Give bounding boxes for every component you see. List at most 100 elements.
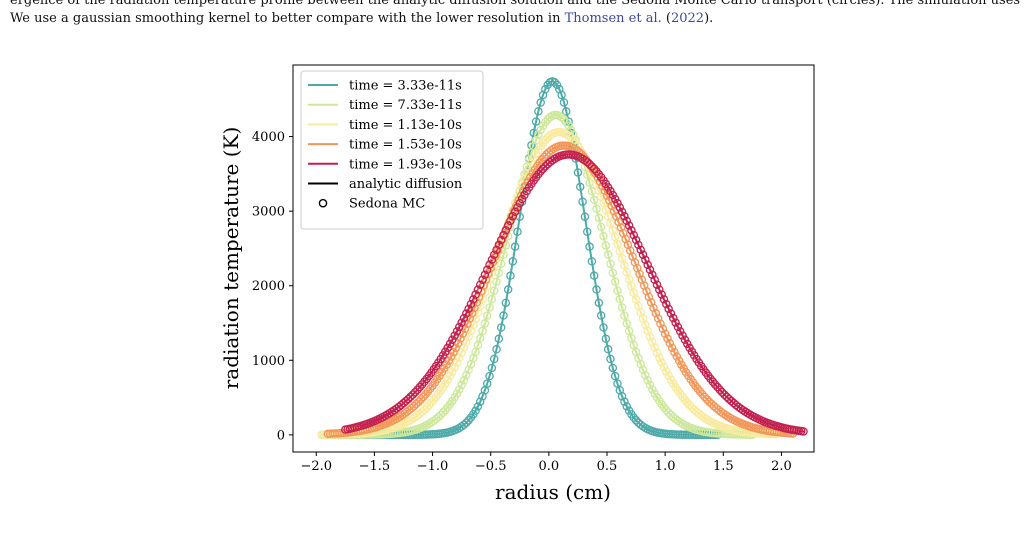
sedona-mc-point xyxy=(536,125,545,135)
sedona-mc-point xyxy=(680,395,690,405)
sedona-mc-point xyxy=(452,358,462,367)
sedona-mc-point xyxy=(457,380,466,390)
sedona-mc-point xyxy=(534,107,543,116)
sedona-mc-point xyxy=(592,204,601,214)
legend-label: time = 3.33e-11s xyxy=(349,79,462,94)
sedona-mc-point xyxy=(475,280,485,289)
sedona-mc-point xyxy=(642,286,651,296)
sedona-mc-point xyxy=(412,399,421,409)
sedona-mc-point xyxy=(421,390,430,399)
sedona-mc-point xyxy=(678,331,687,340)
sedona-mc-point xyxy=(662,367,671,376)
sedona-mc-point xyxy=(615,203,625,212)
sedona-mc-point xyxy=(610,194,620,204)
sedona-mc-point xyxy=(643,260,652,270)
sedona-mc-point xyxy=(615,294,625,304)
sedona-mc-point xyxy=(455,385,464,394)
sedona-mc-point xyxy=(573,168,583,177)
sedona-mc-point xyxy=(722,392,732,402)
sedona-mc-point xyxy=(612,212,621,221)
sedona-mc-point xyxy=(422,403,431,412)
series-4-points xyxy=(323,141,798,439)
sedona-mc-point xyxy=(413,385,422,395)
y-axis: 0 1000 2000 3000 4000 xyxy=(252,130,293,443)
legend-label: time = 1.53e-10s xyxy=(349,138,462,153)
sedona-mc-point xyxy=(585,242,594,251)
series-5-points xyxy=(341,150,808,436)
sedona-mc-point xyxy=(664,408,673,417)
sedona-mc-point xyxy=(660,329,670,338)
sedona-mc-point xyxy=(550,78,559,87)
sedona-mc-point xyxy=(617,392,627,401)
sedona-mc-point xyxy=(531,117,541,126)
sedona-mc-point xyxy=(620,397,629,406)
legend-label: time = 7.33e-11s xyxy=(349,98,462,113)
sedona-mc-point xyxy=(566,133,576,142)
sedona-mc-point xyxy=(536,167,545,176)
x-tick-label: 0.5 xyxy=(597,459,618,474)
sedona-mc-point xyxy=(666,309,676,318)
y-axis-label: radiation temperature (K) xyxy=(219,127,243,390)
sedona-mc-point xyxy=(672,352,682,361)
x-axis-label: radius (cm) xyxy=(495,480,611,504)
sedona-mc-point xyxy=(448,367,457,376)
legend-label: analytic diffusion xyxy=(349,177,463,192)
sedona-mc-point xyxy=(685,400,694,410)
sedona-mc-point xyxy=(471,406,480,415)
sedona-mc-point xyxy=(436,410,445,420)
citation-link[interactable]: Thomsen et al. xyxy=(564,11,662,26)
sedona-mc-point xyxy=(606,354,615,364)
sedona-mc-point xyxy=(596,222,606,232)
y-tick-label: 0 xyxy=(277,428,285,443)
sedona-mc-point xyxy=(536,98,545,107)
sedona-mc-point xyxy=(420,405,429,414)
sedona-mc-point xyxy=(657,290,666,299)
sedona-mc-point xyxy=(545,131,555,140)
sedona-mc-point xyxy=(427,398,436,407)
sedona-mc-point xyxy=(717,387,727,397)
sedona-mc-point xyxy=(634,240,643,250)
sedona-mc-point xyxy=(659,295,669,304)
sedona-mc-point xyxy=(629,413,638,422)
sedona-mc-point xyxy=(616,223,626,232)
sedona-mc-point xyxy=(673,322,683,332)
sedona-mc-point xyxy=(487,294,497,304)
sedona-mc-point xyxy=(648,270,657,280)
sedona-mc-point xyxy=(559,98,569,107)
sedona-mc-point xyxy=(627,226,636,235)
sedona-mc-point xyxy=(403,394,413,404)
y-tick-label: 4000 xyxy=(252,130,285,145)
sedona-mc-point xyxy=(455,322,464,332)
sedona-mc-point xyxy=(663,334,672,343)
sedona-mc-point xyxy=(620,311,629,320)
sedona-mc-point xyxy=(662,405,671,415)
x-tick-label: 1.0 xyxy=(655,459,676,474)
sedona-mc-point xyxy=(416,395,426,404)
caption-line-2: We use a gaussian smoothing kernel to be… xyxy=(10,11,714,26)
sedona-mc-point xyxy=(469,295,478,304)
sedona-mc-point xyxy=(462,371,471,380)
sedona-mc-point xyxy=(475,334,485,343)
sedona-mc-point xyxy=(698,390,707,399)
sedona-mc-point xyxy=(409,401,419,411)
sedona-mc-point xyxy=(499,311,508,320)
sedona-mc-point xyxy=(682,398,692,407)
legend-circle-swatch xyxy=(318,198,328,208)
sedona-mc-point xyxy=(596,311,606,320)
sedona-mc-point xyxy=(636,245,645,255)
x-tick-label: −2.0 xyxy=(300,459,332,474)
citation-year-link[interactable]: 2022 xyxy=(670,11,705,26)
sedona-mc-point xyxy=(599,323,608,332)
sedona-mc-point xyxy=(464,365,473,375)
sedona-mc-point xyxy=(576,182,585,192)
sedona-mc-point xyxy=(494,334,504,344)
sedona-mc-point xyxy=(501,298,511,308)
sedona-mc-point xyxy=(651,308,661,318)
sedona-mc-point xyxy=(589,271,599,280)
legend-label: time = 1.93e-10s xyxy=(349,157,462,172)
sedona-mc-point xyxy=(485,303,494,312)
sedona-mc-point xyxy=(406,392,415,402)
sedona-mc-point xyxy=(529,153,538,163)
sedona-mc-point xyxy=(587,162,597,171)
